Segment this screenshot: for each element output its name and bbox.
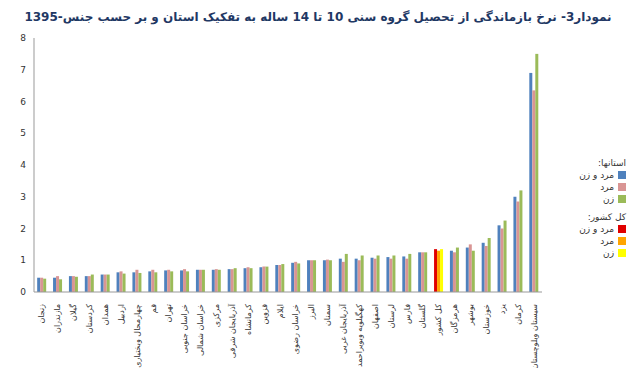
svg-text:4: 4 <box>20 160 26 170</box>
svg-text:8: 8 <box>20 33 26 43</box>
html-text:استانها:: استانها: <box>598 158 626 168</box>
html-text:مرد: مرد <box>600 182 614 192</box>
svg-text:2: 2 <box>20 224 26 234</box>
svg-text:کرمانشاه: کرمانشاه <box>244 304 253 335</box>
svg-text:گیلان: گیلان <box>68 304 78 321</box>
svg-text:البرز: البرز <box>307 304 316 320</box>
svg-text:کردستان: کردستان <box>85 304 94 333</box>
svg-text:خراسان رضوی: خراسان رضوی <box>291 304 300 354</box>
svg-text:بوشهر: بوشهر <box>466 304 475 326</box>
svg-text:تهران: تهران <box>164 304 173 322</box>
svg-text:قزوین: قزوین <box>260 304 269 325</box>
svg-text:مازندران: مازندران <box>53 304 62 333</box>
svg-text:زنجان: زنجان <box>37 304 46 324</box>
svg-text:اردبیل: اردبیل <box>117 304 126 324</box>
svg-text:3: 3 <box>20 192 26 202</box>
html-text:زن: زن <box>603 248 614 258</box>
svg-text:خراسان جنوبی: خراسان جنوبی <box>180 304 189 354</box>
svg-text:کل کشور: کل کشور <box>434 304 443 337</box>
html-text:مرد: مرد <box>600 236 614 246</box>
html-text:مرد و زن: مرد و زن <box>579 224 614 234</box>
html-text:مرد و زن: مرد و زن <box>579 170 614 180</box>
svg-text:کهگیلویه وبویراحمد: کهگیلویه وبویراحمد <box>354 304 364 367</box>
svg-text:فارس: فارس <box>403 304 412 324</box>
svg-text:خوزستان: خوزستان <box>482 304 491 334</box>
svg-text:قم: قم <box>149 304 158 313</box>
svg-text:همدان: همدان <box>101 304 110 325</box>
svg-text:1: 1 <box>20 255 26 265</box>
svg-text:سیستان وبلوچستان: سیستان وبلوچستان <box>530 304 539 368</box>
svg-text:ایلام: ایلام <box>276 304 285 318</box>
html-text:کل کشور:: کل کشور: <box>587 212 626 222</box>
svg-text:چهارمحال وبختیاری: چهارمحال وبختیاری <box>133 304 142 368</box>
html-text:زن: زن <box>603 194 614 204</box>
svg-text:خراسان شمالی: خراسان شمالی <box>196 304 205 356</box>
svg-text:هرمزگان: هرمزگان <box>449 304 459 333</box>
svg-text:آذربایجان غربی: آذربایجان غربی <box>338 303 348 354</box>
svg-text:6: 6 <box>20 97 26 107</box>
svg-text:آذربایجان شرقی: آذربایجان شرقی <box>227 303 237 358</box>
svg-text:گلستان: گلستان <box>417 304 427 329</box>
svg-text:5: 5 <box>20 128 26 138</box>
svg-text:0: 0 <box>20 287 26 297</box>
svg-text:مرکزی: مرکزی <box>212 304 221 327</box>
svg-text:7: 7 <box>20 65 26 75</box>
svg-text:لرستان: لرستان <box>387 304 396 328</box>
svg-text:یزد: یزد <box>498 304 507 314</box>
svg-text:سمنان: سمنان <box>323 304 332 326</box>
svg-text:کرمان: کرمان <box>514 304 523 325</box>
svg-text:اصفهان: اصفهان <box>371 304 380 329</box>
html-text:نمودار3- نرخ بازماندگی از تحصی: نمودار3- نرخ بازماندگی از تحصیل گروه سنی… <box>24 10 612 24</box>
